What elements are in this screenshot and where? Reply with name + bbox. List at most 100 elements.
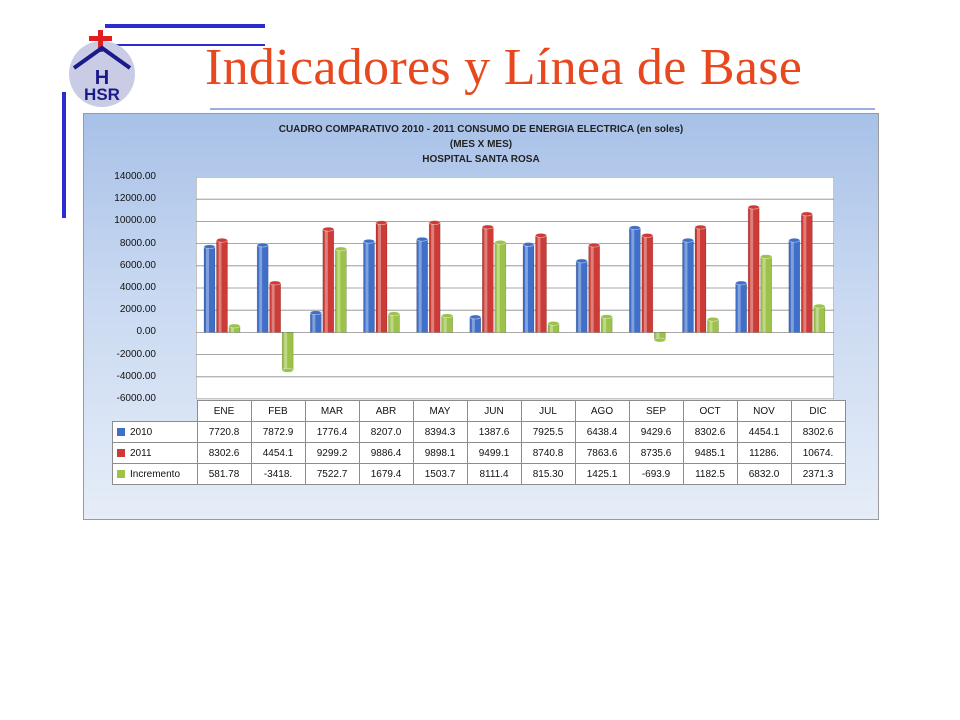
bar-incremento-ene — [228, 323, 241, 333]
bar-2011-sep — [641, 233, 654, 333]
decor-line-top — [105, 24, 265, 28]
bar-incremento-dic — [813, 303, 826, 333]
data-cell: 7925.5 — [520, 421, 576, 443]
data-cell: 815.30 — [520, 463, 576, 485]
bar-2011-jul — [535, 233, 547, 333]
bar-2010-abr — [363, 239, 375, 333]
chart-subtitle-hospital: HOSPITAL SANTA ROSA — [422, 154, 540, 165]
data-cell: 4454.1 — [250, 442, 306, 464]
bar-2011-ago — [588, 242, 600, 333]
bar-incremento-jun — [494, 240, 507, 333]
data-cell: 11286. — [736, 442, 792, 464]
bar-incremento-may — [441, 313, 453, 333]
category-label: ABR — [358, 400, 414, 422]
series-legend-2011: 2011 — [112, 442, 198, 464]
table-row: 2010 7720.8 7872.9 1776.4 8207.0 8394.3 1387.6… — [112, 421, 846, 443]
series-legend-incremento: Incremento — [112, 463, 198, 485]
table-corner — [113, 401, 198, 422]
data-cell: 8740.8 — [520, 442, 576, 464]
bar-incremento-jul — [547, 321, 560, 333]
bar-2010-feb — [256, 242, 269, 333]
data-cell: 7522.7 — [304, 463, 360, 485]
data-cell: 8111.4 — [466, 463, 522, 485]
data-cell: 9898.1 — [412, 442, 468, 464]
chart-title: CUADRO COMPARATIVO 2010 - 2011 CONSUMO D… — [278, 124, 684, 135]
decor-line-mid — [105, 44, 265, 46]
bar-2010-oct — [682, 237, 694, 333]
bar-2010-sep — [629, 225, 641, 333]
table-row: Incremento 581.78 -3418. 7522.7 1679.4 1503.7… — [112, 463, 846, 485]
data-cell: 7720.8 — [196, 421, 252, 443]
bar-chart-plot — [196, 177, 834, 399]
data-table: ENE FEB MAR ABR MAY JUN JUL AGO SEP OCT NOV DIC 2010… — [112, 400, 846, 485]
series-legend-2010: 2010 — [112, 421, 198, 443]
bar-2011-abr — [375, 220, 388, 333]
y-tick-label: 6000.00 — [119, 259, 156, 271]
bar-2011-dic — [801, 211, 813, 333]
data-cell: -693.9 — [628, 463, 684, 485]
data-cell: 9886.4 — [358, 442, 414, 464]
bar-2010-jun — [469, 314, 482, 333]
y-tick-label: -6000.00 — [116, 393, 156, 404]
bar-2011-mar — [322, 226, 335, 333]
bar-incremento-sep — [654, 332, 666, 343]
chart-panel: CUADRO COMPARATIVO 2010 - 2011 CONSUMO D… — [83, 113, 879, 520]
category-label: MAR — [304, 400, 360, 422]
category-label: SEP — [628, 400, 684, 422]
bar-2011-ene — [216, 237, 228, 333]
y-tick-label: -2000.00 — [116, 348, 156, 360]
category-label: NOV — [736, 400, 792, 422]
y-tick-label: 14000.00 — [114, 171, 156, 182]
data-cell: 8394.3 — [412, 421, 468, 443]
bar-2011-jun — [482, 224, 494, 333]
category-label: ENE — [196, 400, 252, 422]
data-cell: 6438.4 — [574, 421, 630, 443]
data-cell: 8302.6 — [682, 421, 738, 443]
bar-incremento-oct — [707, 316, 719, 333]
data-cell: 8302.6 — [196, 442, 252, 464]
data-cell: 9299.2 — [304, 442, 360, 464]
bar-2010-mar — [310, 310, 322, 333]
category-label: MAY — [412, 400, 468, 422]
series-name: 2010 — [130, 426, 153, 438]
data-cell: 1503.7 — [412, 463, 468, 485]
bar-incremento-nov — [760, 254, 772, 333]
decor-line-title — [210, 108, 875, 110]
data-cell: 581.78 — [196, 463, 252, 485]
bar-incremento-feb — [281, 332, 294, 373]
data-cell: 8302.6 — [790, 421, 846, 443]
data-cell: 6832.0 — [736, 463, 792, 485]
data-cell: 7863.6 — [574, 442, 630, 464]
data-cell: 1182.5 — [682, 463, 738, 485]
data-cell: 9499.1 — [466, 442, 522, 464]
category-label: JUN — [466, 400, 522, 422]
category-label: FEB — [250, 400, 306, 422]
data-cell: 2371.3 — [790, 463, 846, 485]
data-cell: 1776.4 — [304, 421, 360, 443]
data-cell: 1387.6 — [466, 421, 522, 443]
bar-2011-oct — [694, 224, 707, 333]
data-cell: 1679.4 — [358, 463, 414, 485]
legend-key — [117, 448, 125, 457]
data-cell: 8735.6 — [628, 442, 684, 464]
y-tick-label: 0.00 — [136, 326, 156, 338]
svg-text:HSR: HSR — [84, 85, 120, 104]
data-cell: 4454.1 — [736, 421, 792, 443]
bar-incremento-abr — [388, 311, 400, 333]
hospital-logo: H HSR — [69, 30, 135, 107]
y-tick-label: 12000.00 — [114, 193, 156, 205]
category-label: JUL — [520, 400, 576, 422]
y-tick-label: 4000.00 — [119, 282, 156, 293]
bar-2010-dic — [788, 237, 801, 333]
data-cell: 9485.1 — [682, 442, 738, 464]
category-label: AGO — [574, 400, 630, 422]
bar-2011-may — [428, 220, 441, 333]
y-tick-label: 10000.00 — [114, 215, 156, 227]
svg-text:H: H — [95, 67, 109, 89]
data-cell: 1425.1 — [574, 463, 630, 485]
data-cell: 9429.6 — [628, 421, 684, 443]
chart-subtitle: (MES X MES) — [449, 139, 513, 150]
bar-2010-nov — [735, 280, 747, 333]
data-cell: 8207.0 — [358, 421, 414, 443]
table-row: 2011 8302.6 4454.1 9299.2 9886.4 9898.1 9499.1… — [112, 442, 846, 464]
